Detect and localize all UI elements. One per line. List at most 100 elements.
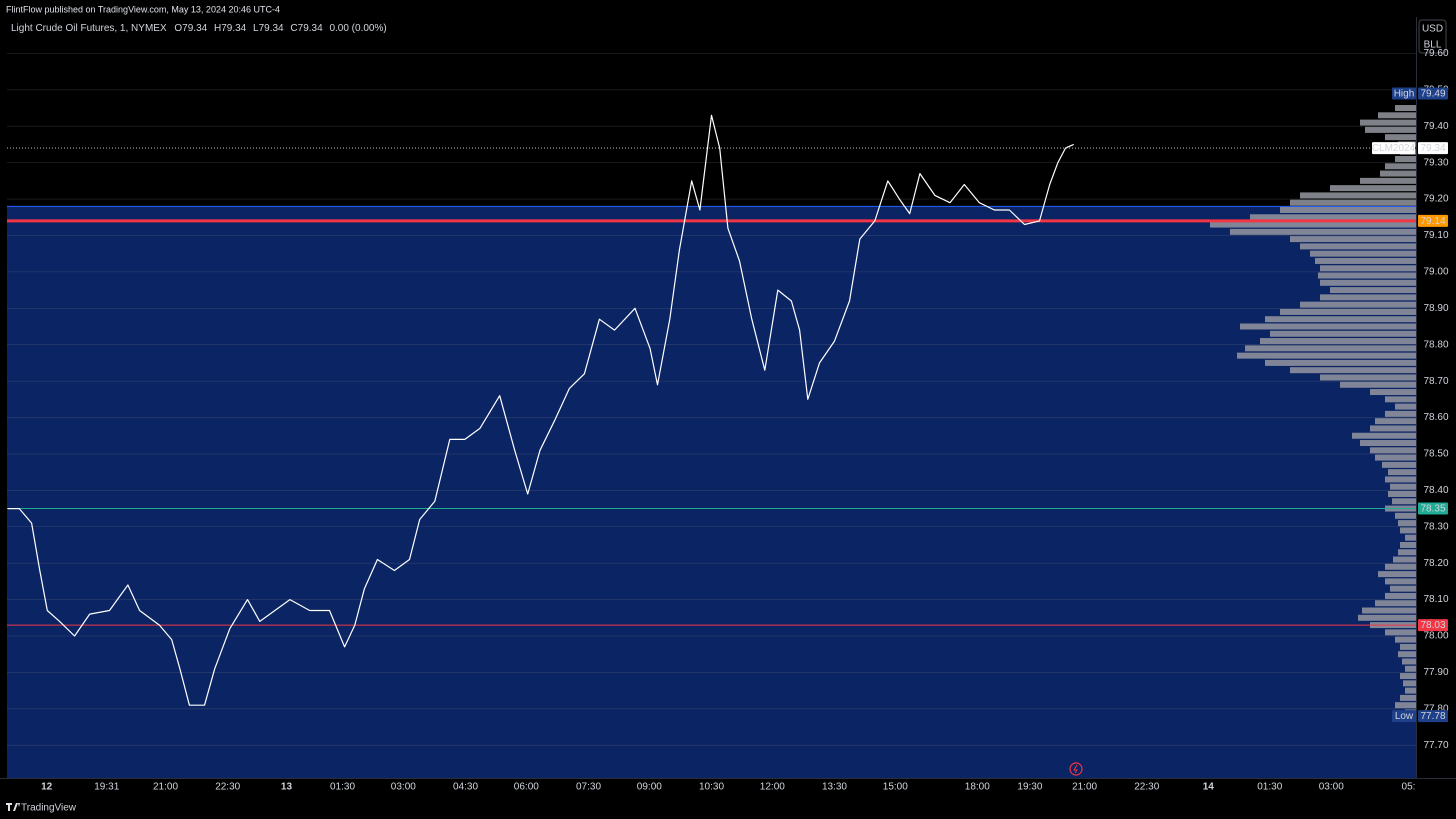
y-tick-label: 78.00: [1423, 631, 1448, 642]
y-tick-label: 78.80: [1423, 339, 1448, 350]
volume-profile-bar: [1320, 265, 1416, 272]
volume-profile-bar: [1358, 614, 1416, 621]
legend-change: 0.00 (0.00%): [329, 23, 386, 34]
volume-profile-bar: [1405, 687, 1416, 694]
high-tag: High: [1394, 89, 1415, 100]
volume-profile-bar: [1400, 527, 1416, 534]
volume-profile-bar: [1352, 432, 1416, 439]
y-tick-label: 79.00: [1423, 267, 1448, 278]
x-tick-label: 03:00: [1319, 782, 1344, 793]
y-tick-label: 78.70: [1423, 376, 1448, 387]
low-label: 77.78: [1420, 711, 1445, 722]
volume-profile-bar: [1385, 578, 1416, 585]
price-series: [7, 114, 1074, 706]
volume-profile-bar: [1265, 359, 1416, 366]
y-tick-label: 78.60: [1423, 412, 1448, 423]
volume-profile-bar: [1395, 636, 1416, 643]
volume-profile-bar: [1250, 214, 1416, 221]
alert-icon: [1069, 762, 1083, 776]
symbol-label: CLM2024: [1372, 143, 1416, 154]
x-tick-label: 22:30: [1134, 782, 1159, 793]
volume-profile-bar: [1240, 323, 1416, 330]
x-tick-label: 15:00: [883, 782, 908, 793]
volume-profile-bar: [1395, 702, 1416, 709]
y-tick-label: 77.90: [1423, 667, 1448, 678]
low-label-box: [1418, 710, 1448, 723]
toolbar-box: [1418, 19, 1447, 54]
alert-bolt: [1073, 764, 1078, 774]
brand-logo: [6, 803, 20, 811]
x-tick-label: 07:30: [576, 782, 601, 793]
volume-profile-bar: [1388, 469, 1416, 476]
volume-profile-bar: [1395, 512, 1416, 519]
volume-profile-bar: [1360, 440, 1416, 447]
volume-profile-bar: [1300, 301, 1416, 308]
x-tick-label: 06:00: [514, 782, 539, 793]
volume-profile-bar: [1330, 287, 1416, 294]
x-tick-label: 19:30: [1017, 782, 1042, 793]
volume-profile-bar: [1290, 199, 1416, 206]
level-label: 79.14: [1420, 216, 1445, 227]
volume-profile-bar: [1280, 206, 1416, 213]
price-label-box: [1418, 142, 1448, 155]
volume-profile-bar: [1230, 228, 1416, 235]
y-tick-label: 79.60: [1423, 48, 1448, 59]
legend: Light Crude Oil Futures, 1, NYMEX O79.34…: [11, 23, 387, 34]
volume-profile-bar: [1300, 243, 1416, 250]
legend-close: C79.34: [290, 23, 323, 34]
level-label: 78.03: [1420, 620, 1445, 631]
unit-button[interactable]: BLL: [1424, 40, 1442, 51]
low-tag-box: [1392, 710, 1416, 723]
volume-profile-bar: [1290, 367, 1416, 374]
volume-profile-bar: [1300, 192, 1416, 199]
volume-profile-bar: [1395, 105, 1416, 112]
y-tick-label: 79.40: [1423, 121, 1448, 132]
volume-profile-bar: [1395, 156, 1416, 163]
legend-high: H79.34: [214, 23, 247, 34]
y-tick-label: 78.50: [1423, 449, 1448, 460]
x-tick-label: 22:30: [215, 782, 240, 793]
volume-profile-bar: [1398, 651, 1416, 658]
brand-name: TradingView: [21, 803, 77, 814]
volume-profile-bar: [1398, 549, 1416, 556]
volume-profile-bar: [1385, 629, 1416, 636]
level-label-box: [1418, 502, 1448, 515]
volume-profile-bar: [1265, 316, 1416, 323]
volume-profile-bar: [1370, 425, 1416, 432]
volume-profile-bar: [1405, 665, 1416, 672]
level-label-box: [1418, 214, 1448, 227]
x-tick-label: 04:30: [453, 782, 478, 793]
volume-profile-bar: [1360, 119, 1416, 126]
volume-profile-bar: [1280, 308, 1416, 315]
x-tick-label: 13: [281, 782, 293, 793]
currency-button[interactable]: USD: [1422, 24, 1443, 35]
x-tick-label: 01:30: [330, 782, 355, 793]
volume-profile-bar: [1290, 236, 1416, 243]
plot: [7, 53, 1416, 778]
x-tick-label: 14: [1203, 782, 1215, 793]
volume-profile-bar: [1320, 294, 1416, 301]
volume-profile-bar: [1392, 498, 1416, 505]
volume-profile-bar: [1237, 352, 1416, 359]
x-tick-label: 19:31: [94, 782, 119, 793]
volume-profile-bar: [1320, 279, 1416, 286]
volume-profile-bar: [1210, 221, 1416, 228]
x-tick-label: 10:30: [699, 782, 724, 793]
volume-profile-bar: [1330, 185, 1416, 192]
high-tag-box: [1392, 87, 1416, 100]
volume-profile-bar: [1398, 520, 1416, 527]
volume-profile-bar: [1390, 585, 1416, 592]
volume-profile-bar: [1270, 330, 1416, 337]
x-tick-label: 05:: [1402, 782, 1416, 793]
volume-profile-bar: [1385, 134, 1416, 141]
symbol-box: [1372, 142, 1415, 155]
header: FlintFlow published on TradingView.com, …: [6, 4, 280, 14]
x-tick-label: 12: [41, 782, 53, 793]
volume-profile-bar: [1395, 403, 1416, 410]
legend-open: O79.34: [174, 23, 207, 34]
volume-profile-bar: [1260, 338, 1416, 345]
volume-profile-bar: [1310, 250, 1416, 257]
zone: [7, 206, 1416, 778]
y-tick-label: 79.20: [1423, 194, 1448, 205]
